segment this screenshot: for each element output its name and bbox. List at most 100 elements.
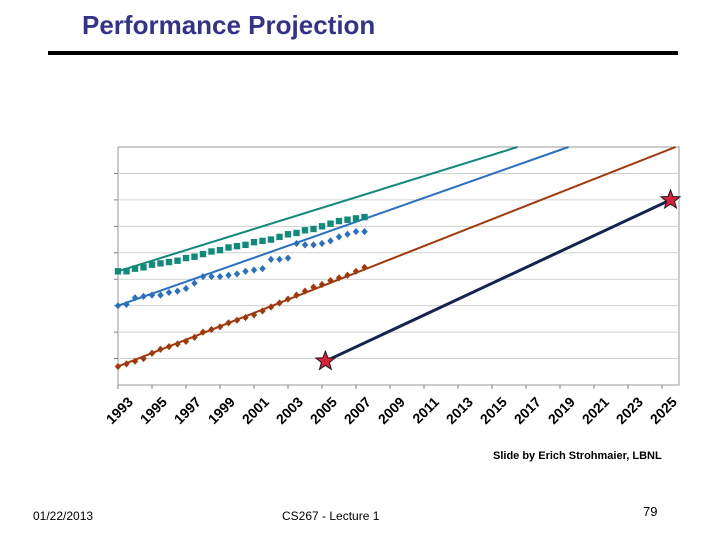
orange-trend-point	[327, 276, 334, 285]
blue-trend-point	[352, 228, 360, 236]
blue-trend-point	[199, 272, 207, 281]
slide-title: Performance Projection	[82, 10, 376, 40]
x-tick-label: 2023	[613, 394, 646, 427]
page-number: 79	[643, 504, 658, 519]
x-tick-label: 2013	[443, 394, 476, 427]
orange-trend-point	[208, 325, 215, 334]
teal-trend-trend-line	[117, 146, 518, 273]
teal-trend-point	[259, 237, 266, 245]
teal-trend-point	[174, 257, 181, 264]
teal-trend-point	[352, 215, 360, 222]
teal-trend-point	[191, 253, 198, 260]
orange-trend-point	[123, 360, 130, 368]
teal-trend-point	[293, 229, 300, 237]
blue-trend-point	[233, 270, 241, 278]
orange-trend-point	[225, 319, 232, 327]
orange-trend-point	[199, 328, 207, 336]
blue-trend-point	[267, 255, 275, 263]
blue-trend-point	[293, 239, 300, 248]
x-tick-label: 1995	[137, 394, 170, 427]
slide-credit: Slide by Erich Strohmaier, LBNL	[493, 450, 662, 462]
teal-trend-point	[148, 261, 156, 268]
orange-trend-point	[318, 280, 326, 289]
orange-trend-point	[233, 316, 241, 324]
blue-trend-point	[242, 267, 249, 275]
x-tick-label: 2015	[477, 394, 510, 427]
orange-trend-point	[114, 362, 122, 371]
blue-trend-point	[123, 300, 130, 308]
star-marker	[314, 349, 337, 371]
teal-trend-point	[208, 248, 215, 255]
orange-trend-point	[276, 299, 283, 307]
blue-trend-point	[208, 272, 215, 281]
x-tick-label: 2011	[409, 394, 442, 427]
orange-trend-point	[284, 295, 292, 303]
teal-trend-point	[276, 233, 283, 241]
blue-trend-point	[131, 294, 139, 302]
blue-trend-point	[114, 302, 122, 310]
x-tick-label: 2019	[545, 394, 578, 427]
orange-trend-point	[344, 271, 351, 279]
exascale-projection-line	[324, 198, 672, 363]
orange-trend-point	[191, 333, 198, 341]
blue-trend-point	[284, 254, 292, 262]
teal-trend-point	[199, 250, 207, 258]
x-tick-label: 1997	[171, 394, 204, 427]
blue-trend-point	[310, 241, 317, 249]
orange-trend-point	[148, 349, 156, 357]
series-markers	[114, 188, 682, 371]
blue-trend-point	[191, 279, 198, 287]
orange-trend-point	[174, 340, 181, 348]
teal-trend-point	[216, 246, 224, 254]
blue-trend-point	[344, 230, 351, 238]
orange-trend-point	[242, 313, 249, 322]
teal-trend-point	[284, 231, 292, 238]
orange-trend-point	[310, 283, 317, 291]
blue-trend-point	[335, 233, 343, 241]
x-axis-ticks: 1993 1995 1997 1999 2001 2003 2005 2007 2009 2011…	[103, 385, 680, 427]
footer-course: CS267 - Lecture 1	[282, 509, 380, 523]
x-tick-label: 1993	[103, 394, 136, 427]
x-tick-label: 2017	[511, 394, 544, 427]
teal-trend-point	[157, 260, 164, 267]
teal-trend-point	[318, 223, 326, 230]
orange-trend-point	[140, 354, 147, 363]
series-lines	[117, 146, 676, 368]
x-tick-label: 1999	[205, 394, 238, 427]
title-underline	[48, 51, 678, 55]
teal-trend-point	[123, 268, 130, 275]
blue-trend-point	[157, 291, 164, 299]
orange-trend-point	[182, 337, 190, 345]
blue-trend-point	[182, 284, 190, 293]
x-tick-label: 2001	[239, 394, 272, 427]
orange-trend-point	[157, 345, 164, 353]
orange-trend-point	[335, 274, 343, 282]
teal-trend-point	[233, 242, 241, 250]
teal-trend-point	[225, 244, 232, 251]
teal-trend-point	[361, 213, 368, 221]
blue-trend-point	[148, 291, 156, 299]
orange-trend-point	[301, 287, 309, 295]
teal-trend-point	[310, 225, 317, 233]
blue-trend-point	[327, 237, 334, 245]
x-tick-label: 2005	[307, 394, 340, 427]
blue-trend-point	[225, 271, 232, 279]
footer-date: 01/22/2013	[33, 509, 94, 523]
teal-trend-point	[242, 241, 249, 249]
blue-trend-point	[276, 255, 283, 263]
orange-trend-point	[131, 357, 139, 365]
star-marker	[659, 188, 682, 210]
teal-trend-point	[114, 268, 122, 275]
blue-trend-point	[174, 287, 181, 295]
orange-trend-point	[250, 311, 258, 319]
blue-trend-point	[250, 266, 258, 274]
orange-trend-point	[259, 307, 266, 315]
teal-trend-point	[344, 216, 351, 223]
blue-trend-point	[361, 228, 368, 236]
teal-trend-point	[301, 227, 309, 234]
x-tick-label: 2003	[273, 394, 306, 427]
orange-trend-point	[361, 263, 368, 271]
blue-trend-point	[259, 265, 266, 273]
blue-trend-point	[165, 288, 173, 297]
